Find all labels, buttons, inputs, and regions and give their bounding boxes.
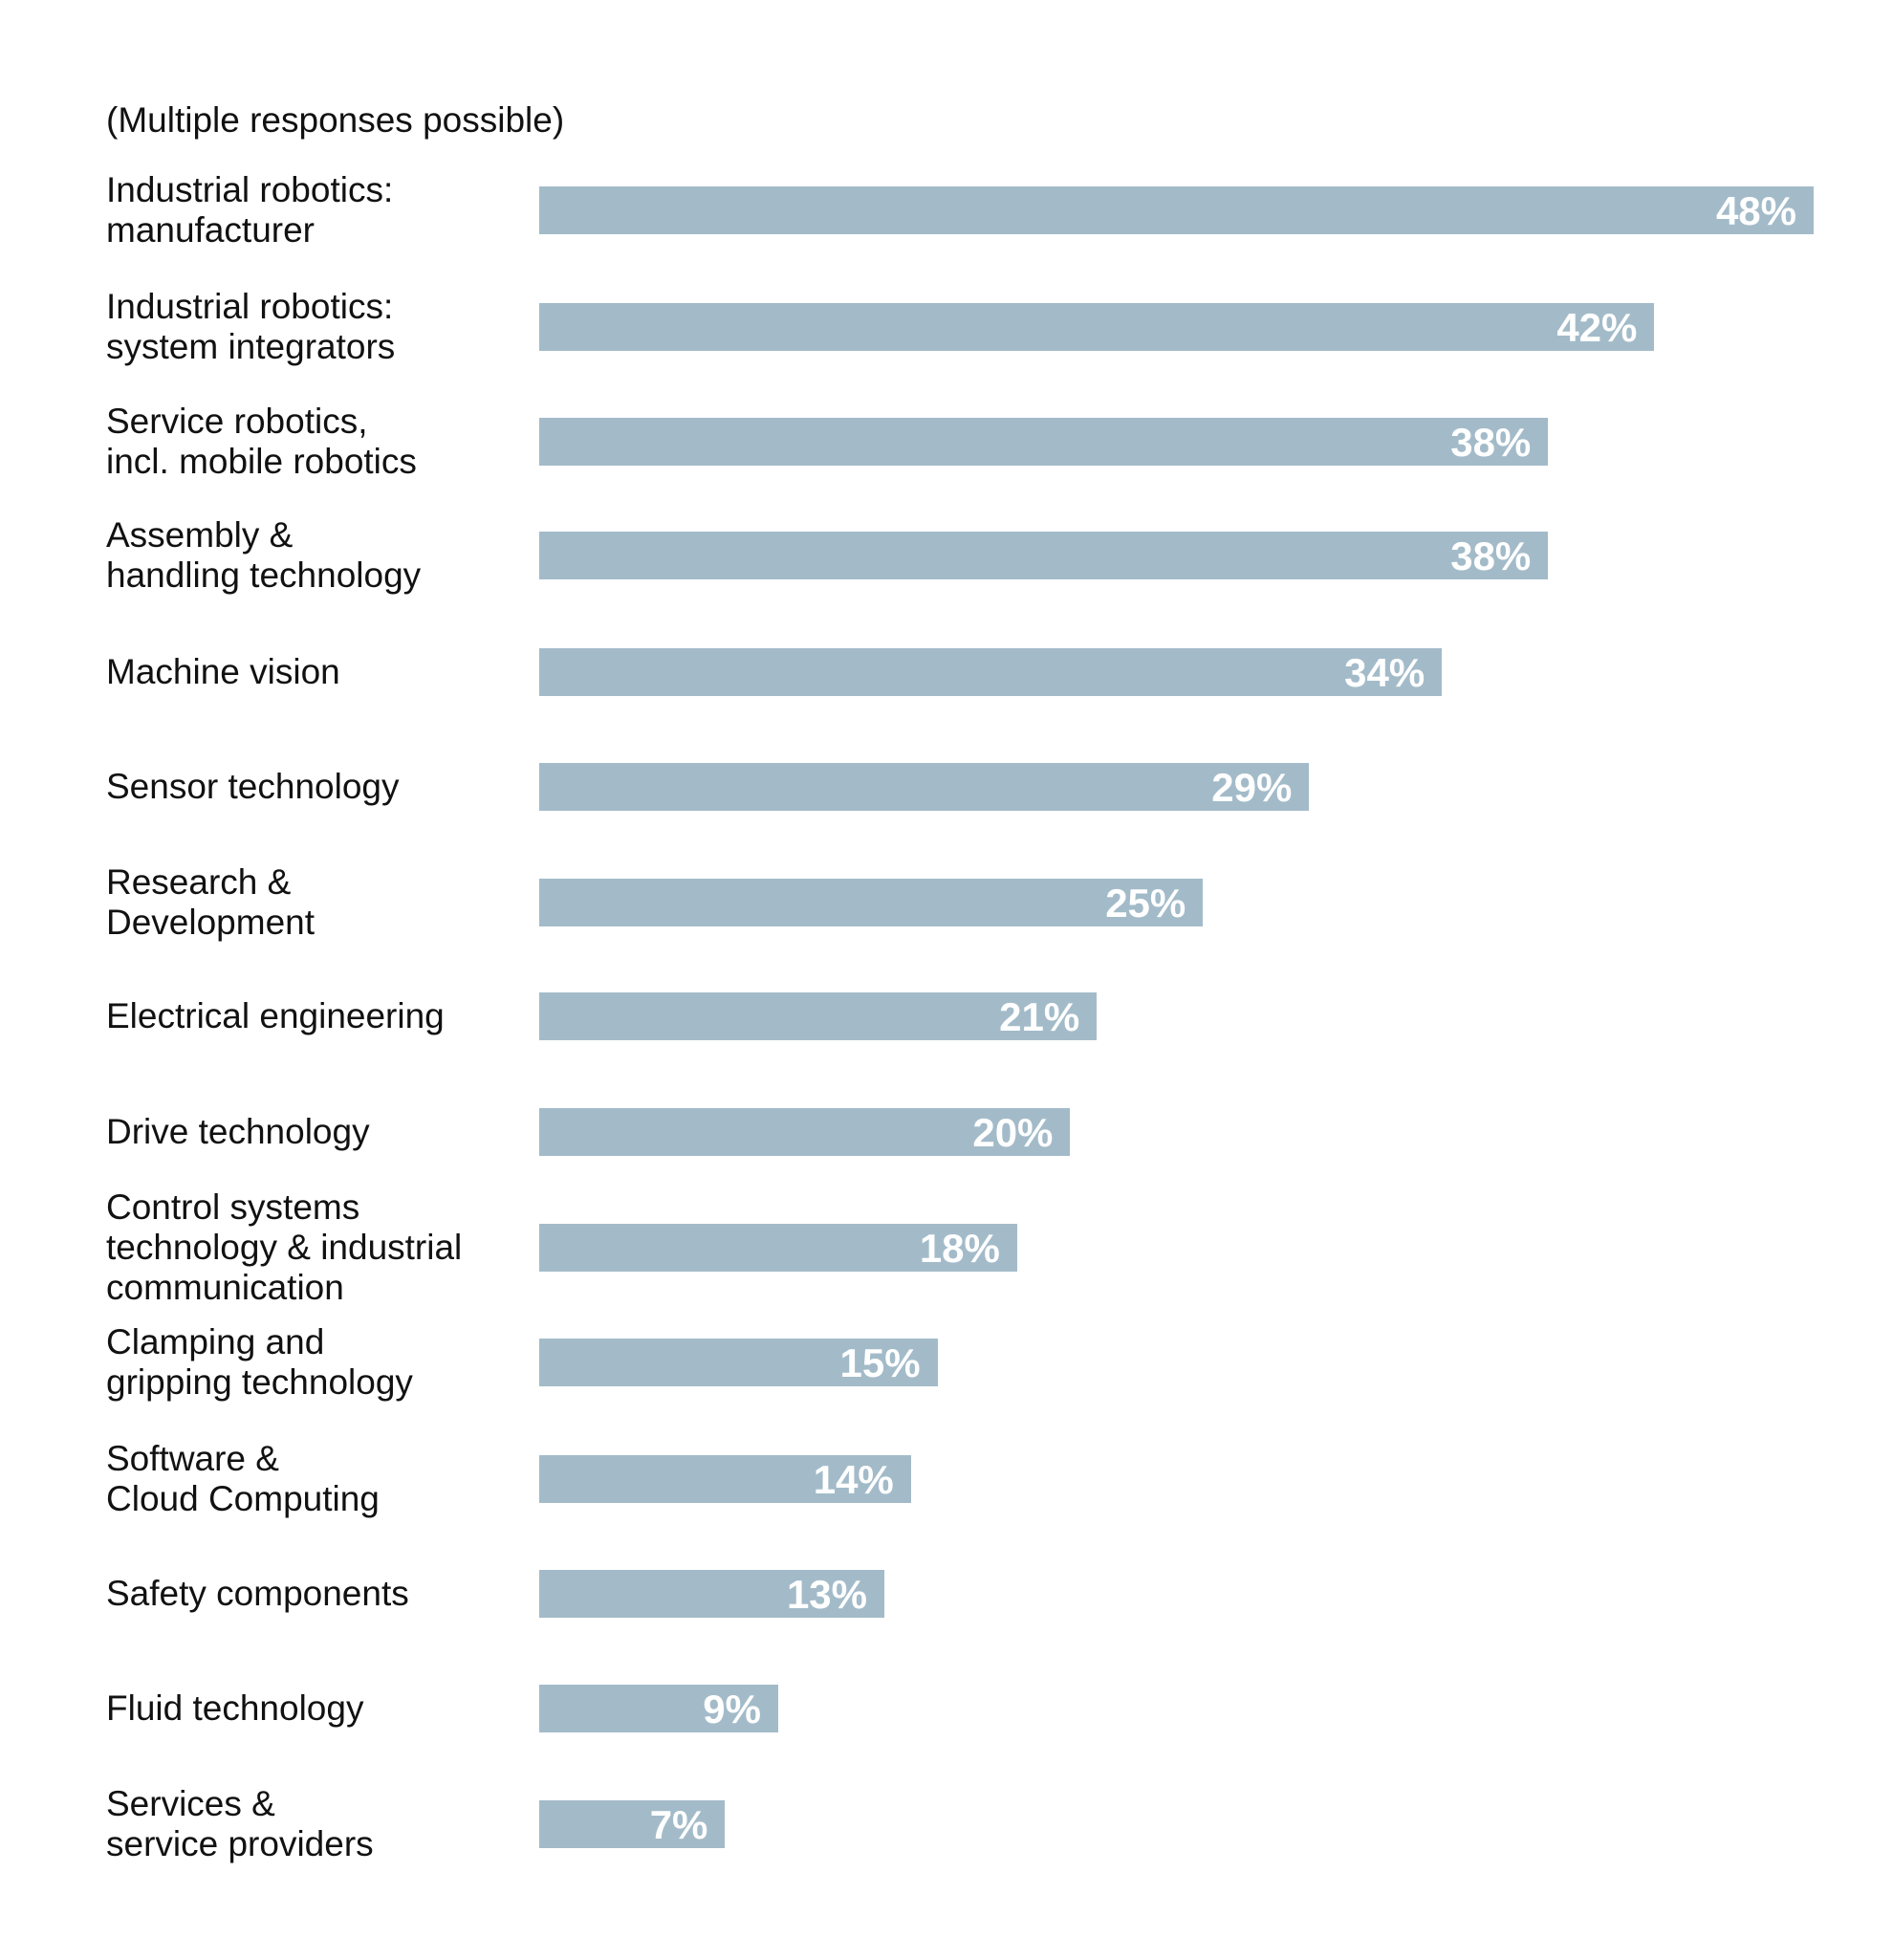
- bar: [539, 1685, 778, 1732]
- category-label-line: gripping technology: [106, 1362, 413, 1402]
- category-label-line: Electrical engineering: [106, 996, 445, 1035]
- bar: [539, 1339, 938, 1386]
- category-label-line: manufacturer: [106, 210, 315, 250]
- category-label-line: communication: [106, 1268, 344, 1307]
- category-label-line: Cloud Computing: [106, 1479, 380, 1518]
- value-label: 38%: [1450, 420, 1532, 465]
- value-label: 48%: [1715, 188, 1796, 233]
- value-label: 34%: [1344, 650, 1425, 695]
- category-label-line: system integrators: [106, 327, 396, 366]
- bar: [539, 418, 1549, 466]
- bar: [539, 1570, 885, 1618]
- category-label: Service robotics, incl. mobile robotics: [106, 389, 527, 494]
- chart-subtitle: (Multiple responses possible): [106, 100, 565, 140]
- category-label-line: Research &: [106, 862, 292, 902]
- value-label: 20%: [972, 1110, 1054, 1155]
- category-label-line: service providers: [106, 1824, 374, 1863]
- category-label-line: Software &: [106, 1439, 279, 1478]
- category-label-line: Development: [106, 903, 316, 942]
- category-label: Services & service providers: [106, 1772, 527, 1877]
- category-label-line: Sensor technology: [106, 767, 400, 806]
- value-label: 29%: [1211, 765, 1293, 810]
- value-label: 38%: [1450, 534, 1532, 578]
- category-label: Fluid technology: [106, 1656, 527, 1761]
- category-label-line: Drive technology: [106, 1112, 370, 1151]
- category-label-line: Machine vision: [106, 652, 340, 691]
- category-label: Clamping and gripping technology: [106, 1310, 527, 1415]
- category-label: Industrial robotics: manufacturer: [106, 158, 527, 263]
- category-label-line: Industrial robotics:: [106, 170, 394, 209]
- value-label: 21%: [999, 994, 1080, 1039]
- bar: [539, 992, 1098, 1040]
- value-label: 14%: [813, 1457, 894, 1502]
- category-label-line: Service robotics,: [106, 402, 368, 441]
- bar: [539, 532, 1549, 579]
- category-label-line: Industrial robotics:: [106, 287, 394, 326]
- bar: [539, 186, 1814, 234]
- bar: [539, 303, 1655, 351]
- category-label: Research & Development: [106, 850, 527, 955]
- category-label: Safety components: [106, 1541, 527, 1646]
- bar: [539, 879, 1204, 926]
- category-label-line: Services &: [106, 1784, 275, 1823]
- value-label: 9%: [703, 1687, 761, 1731]
- value-label: 42%: [1556, 305, 1638, 350]
- category-label: Assembly & handling technology: [106, 503, 527, 608]
- bar: [539, 1108, 1071, 1156]
- category-label-line: Safety components: [106, 1574, 409, 1613]
- value-label: 25%: [1105, 881, 1186, 926]
- category-label-line: Clamping and: [106, 1322, 325, 1361]
- category-label-line: Fluid technology: [106, 1688, 364, 1728]
- category-label-line: handling technology: [106, 555, 422, 595]
- category-label-line: technology & industrial: [106, 1228, 463, 1267]
- category-label-line: Assembly &: [106, 515, 294, 555]
- category-label: Drive technology: [106, 1079, 527, 1185]
- bar: [539, 1224, 1017, 1272]
- bar: [539, 763, 1310, 811]
- value-label: 15%: [839, 1340, 921, 1385]
- category-label: Industrial robotics: system integrators: [106, 274, 527, 380]
- category-label: Electrical engineering: [106, 964, 527, 1069]
- category-label-line: Control systems: [106, 1187, 360, 1227]
- bar: [539, 1800, 726, 1848]
- bar: [539, 648, 1443, 696]
- value-label: 13%: [786, 1572, 868, 1617]
- value-label: 18%: [919, 1226, 1000, 1271]
- category-label-line: incl. mobile robotics: [106, 442, 417, 481]
- value-label: 7%: [649, 1802, 708, 1847]
- bar: [539, 1455, 911, 1503]
- category-label: Sensor technology: [106, 734, 527, 839]
- category-label: Machine vision: [106, 620, 527, 725]
- category-label: Control systems technology & industrial co…: [106, 1187, 527, 1307]
- category-label: Software & Cloud Computing: [106, 1426, 527, 1532]
